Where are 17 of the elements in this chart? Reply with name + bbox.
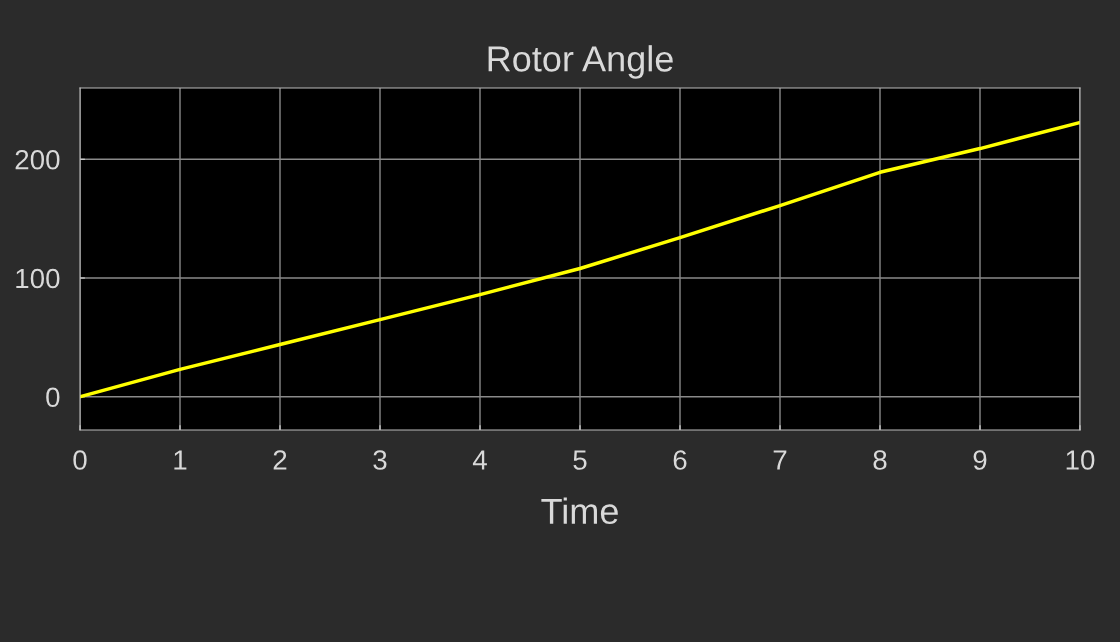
line-series [80,120,1080,399]
x-tick-label: 4 [472,450,487,470]
x-tick-label: 8 [873,450,887,470]
x-tick-label: 2 [273,450,287,470]
y-tick-label: 0 [46,387,60,408]
x-tick-label: 6 [673,450,687,470]
y-tick-label: 200 [15,149,60,170]
y-tick-label: 100 [16,268,60,289]
x-tick-label: 10 [1066,450,1095,470]
x-tick-label: 5 [573,450,587,470]
x-tick-label: 3 [373,450,387,470]
x-tick-label: 0 [73,450,87,470]
x-axis-title: Time [541,497,618,525]
x-tick-label: 1 [174,450,187,470]
x-tick-label: 7 [773,450,787,470]
x-tick-label: 9 [973,450,987,470]
chart-title: Rotor Angle [488,45,673,79]
